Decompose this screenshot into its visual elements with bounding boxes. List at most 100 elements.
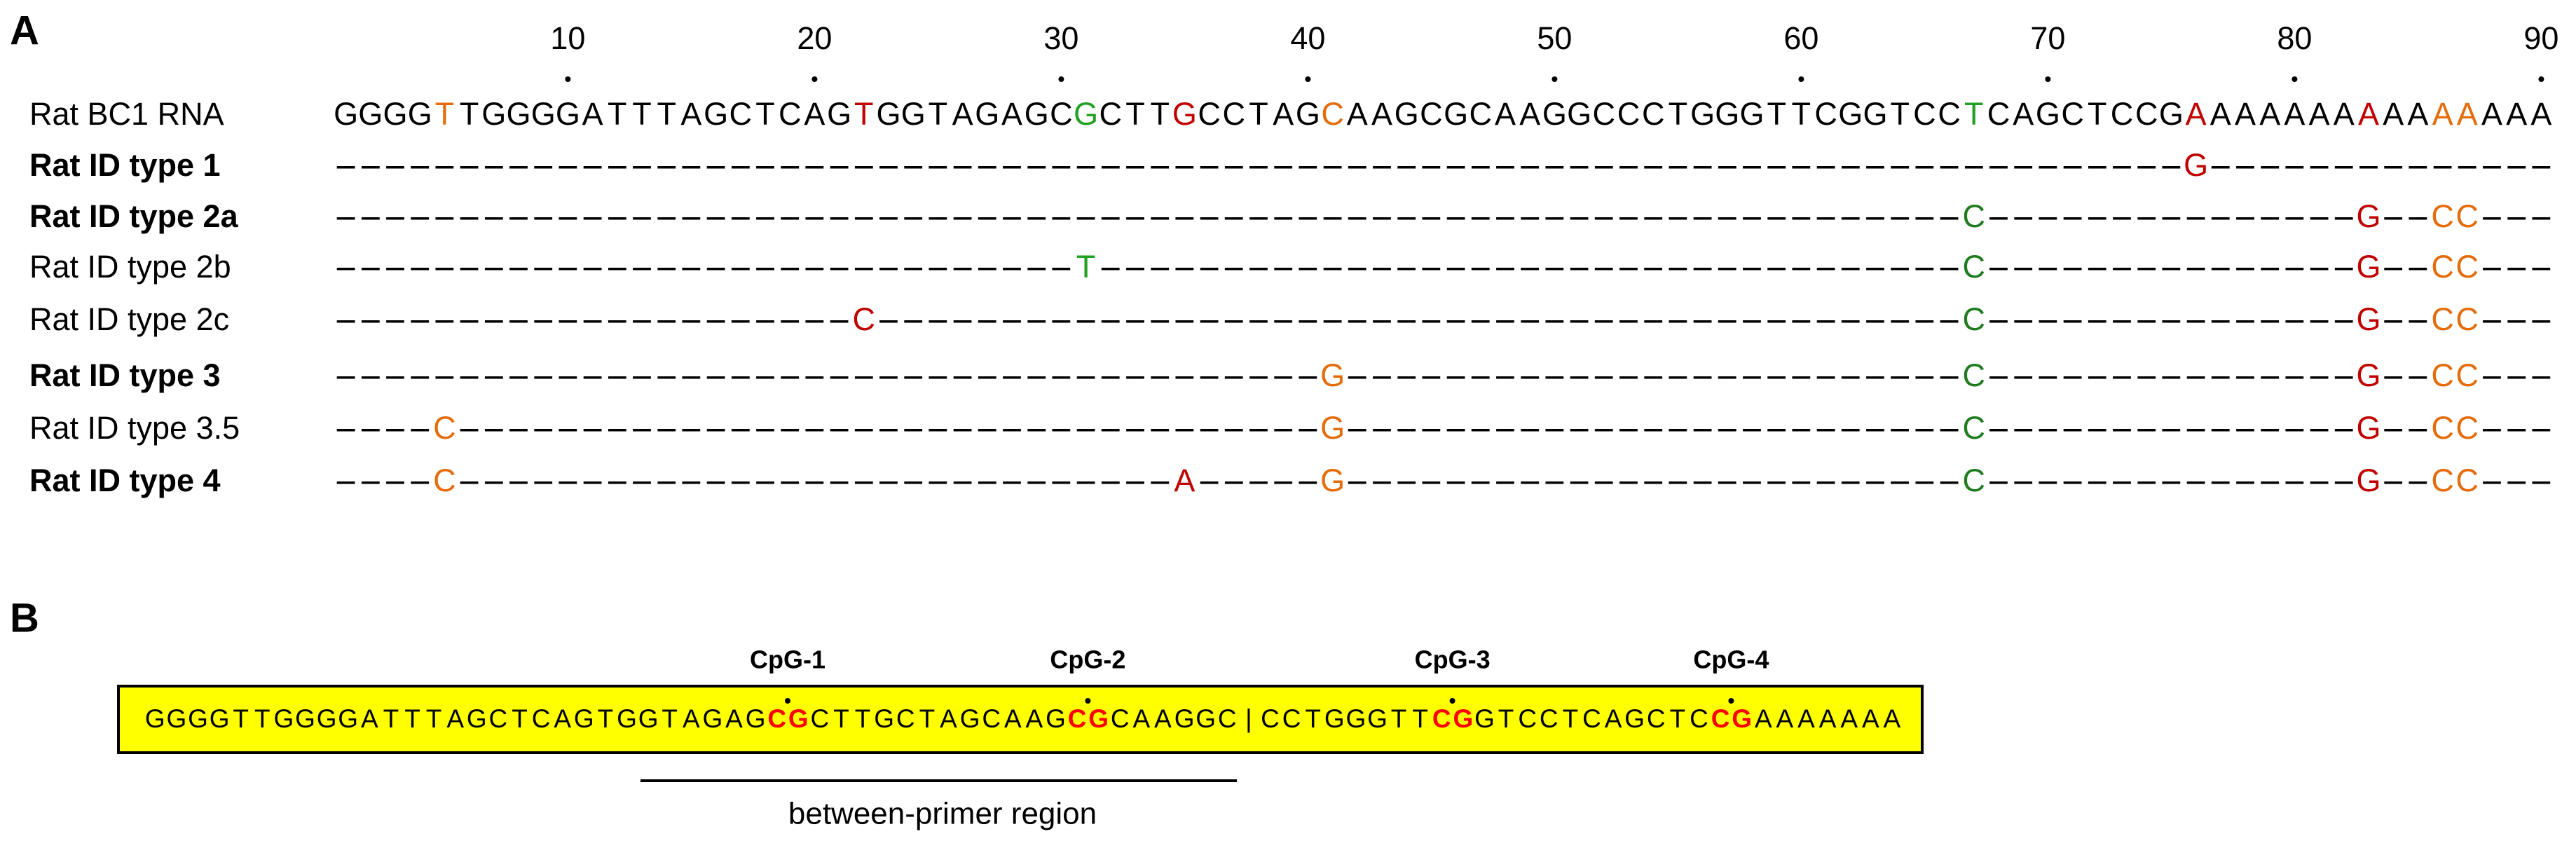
alignment-gap: --- xyxy=(2479,249,2554,285)
sequence-bases: C xyxy=(1963,357,1986,393)
ruler-number: 80 xyxy=(2277,20,2312,56)
sequence-bases: CC xyxy=(2431,410,2479,446)
sequence-bases: GGGGTTGGGGATTTAGCTCAGTGGTAGAG xyxy=(145,704,766,733)
sequence-bases: G xyxy=(2184,147,2208,183)
sequence-bases: GGGG xyxy=(334,96,432,132)
ruler-number: 70 xyxy=(2030,20,2065,56)
sequence-bases: CC xyxy=(2431,357,2479,393)
alignment-gap: ----------------------------------- xyxy=(457,410,1320,446)
sequence-bases: CC xyxy=(2431,463,2479,498)
alignment-gap: ------------------------- xyxy=(1345,410,1961,446)
ruler-dot xyxy=(565,76,571,82)
alignment-gap: --------------- xyxy=(1986,357,2356,393)
sequence-bases: CCTAG xyxy=(1198,96,1320,132)
sequence-bases: C xyxy=(1963,198,1986,234)
row-name: Rat ID type 1 xyxy=(29,147,221,183)
ruler-dot xyxy=(1798,76,1804,82)
alignment-gap: ----------------------------------------… xyxy=(334,198,1961,234)
sequence-bases: AAGCGCAAGGCCCTGGGTTCGGTCC xyxy=(1347,96,1961,132)
sequence-bases: CG xyxy=(1432,704,1473,733)
alignment-gap: --------------- xyxy=(1986,198,2356,234)
alignment-gap: ----------------------------------------… xyxy=(334,147,2184,183)
alignment-gap: -------------- xyxy=(2208,147,2554,183)
sequence-bases: G xyxy=(2356,249,2380,285)
ruler-dot xyxy=(2291,76,2298,82)
alignment-gap: ----------------------------------- xyxy=(1098,249,1961,285)
panel-label: B xyxy=(10,595,39,641)
alignment-gap: ------------------------------ xyxy=(334,249,1074,285)
sequence-bases: C xyxy=(1963,463,1986,498)
alignment-gap: -- xyxy=(2381,301,2430,337)
ruler-dot xyxy=(811,76,818,82)
alignment-gap: -- xyxy=(2381,357,2430,393)
alignment-gap: ---------------------------------------- xyxy=(334,357,1320,393)
sequence-bases: A xyxy=(2186,96,2207,132)
cpg-dot xyxy=(785,698,790,704)
sequence-bases: CC xyxy=(2431,249,2479,285)
sequence-bases: T xyxy=(854,96,874,132)
row-name: Rat ID type 2a xyxy=(29,198,239,234)
alignment-gap: --------------- xyxy=(1986,410,2356,446)
sequence-bases: AAAAAA xyxy=(2210,96,2355,132)
cpg-dot xyxy=(1085,698,1091,704)
sequence-bases: C xyxy=(1963,301,1986,337)
sequence-bases: G xyxy=(2356,357,2380,393)
ruler-dot xyxy=(1305,76,1311,82)
sequence-bases: A xyxy=(1174,463,1195,498)
ruler-dot xyxy=(2045,76,2051,82)
sequence-box xyxy=(117,685,1924,754)
row-name: Rat ID type 3 xyxy=(29,357,221,393)
row-name: Rat ID type 3.5 xyxy=(29,410,240,446)
sequence-bases: CC xyxy=(2431,198,2479,234)
sequence-bases: C xyxy=(433,410,456,446)
ruler-dot xyxy=(1551,76,1558,82)
ruler-number: 30 xyxy=(1043,20,1078,56)
sequence-bases: CG xyxy=(767,704,808,733)
alignment-gap: ----------------------------- xyxy=(457,463,1172,498)
alignment-gap: ---- xyxy=(334,410,432,446)
sequence-bases: TGGGGATTTAGCTCAG xyxy=(460,96,851,132)
alignment-gap: ----------------------------------------… xyxy=(876,301,1961,337)
sequence-bases: C xyxy=(1963,410,1986,446)
sequence-bases: C xyxy=(853,301,876,337)
sequence-bases: AA xyxy=(2432,96,2478,132)
alignment-gap: -- xyxy=(2381,463,2430,498)
row-name: Rat ID type 4 xyxy=(29,463,221,498)
sequence-bases: GTCCTCAGCTC xyxy=(1474,704,1708,733)
sequence-bases: CG xyxy=(1068,704,1109,733)
ruler-number: 90 xyxy=(2523,20,2558,56)
alignment-gap: --------------- xyxy=(1986,301,2356,337)
sequence-bases: G xyxy=(1320,357,1345,393)
ruler-number: 60 xyxy=(1783,20,1818,56)
row-name: Rat ID type 2b xyxy=(29,249,231,285)
sequence-bases: G xyxy=(2356,463,2380,498)
row-name: Rat BC1 RNA xyxy=(29,96,224,132)
sequence-bases: C xyxy=(1321,96,1344,132)
sequence-bases: AAA xyxy=(2481,96,2551,132)
sequence-bases: AAAAAAA xyxy=(1755,704,1901,733)
sequence-bases: CAGCTCCG xyxy=(1987,96,2184,132)
sequence-bases: G xyxy=(2356,410,2380,446)
alignment-gap: -- xyxy=(2381,198,2430,234)
sequence-bases: C xyxy=(433,463,456,498)
sequence-bases: G xyxy=(2356,198,2380,234)
alignment-gap: --- xyxy=(2479,198,2554,234)
alignment-gap: --- xyxy=(2479,301,2554,337)
sequence-bases: CC xyxy=(2431,301,2479,337)
sequence-bases: AA xyxy=(2383,96,2428,132)
sequence-bases: T xyxy=(1964,96,1984,132)
alignment-gap: ------------------------- xyxy=(1345,463,1961,498)
region-label: between-primer region xyxy=(788,797,1097,831)
alignment-gap: ----- xyxy=(1197,463,1320,498)
alignment-gap: --- xyxy=(2479,410,2554,446)
sequence-bases: CG xyxy=(1711,704,1752,733)
cpg-label: CpG-4 xyxy=(1693,645,1769,674)
alignment-gap: -- xyxy=(2381,410,2430,446)
sequence-bases: T xyxy=(1076,249,1096,285)
alignment-gap: --------------- xyxy=(1986,463,2356,498)
cpg-label: CpG-1 xyxy=(750,645,825,674)
sequence-bases: GGTAGAGC xyxy=(876,96,1072,132)
sequence-bases: G xyxy=(1074,96,1098,132)
ruler-number: 20 xyxy=(797,20,832,56)
